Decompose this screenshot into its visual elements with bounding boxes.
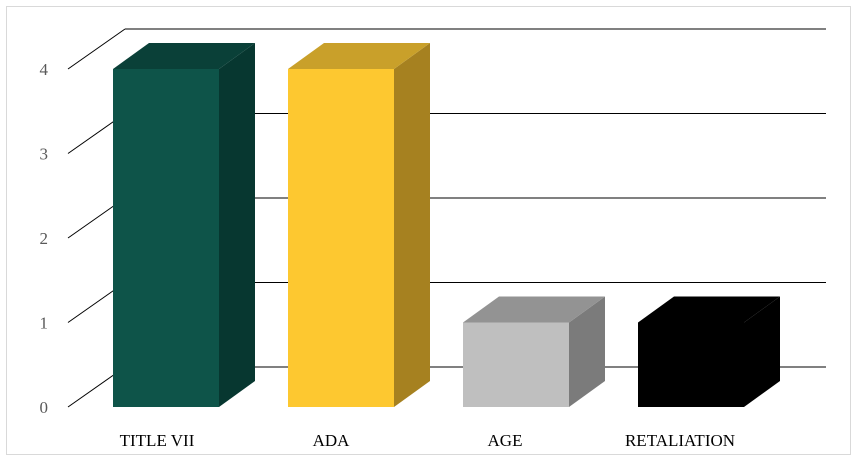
x-tick-label: AGE xyxy=(488,431,523,450)
bar-title-vii xyxy=(113,43,255,407)
bar-top xyxy=(113,43,255,69)
x-tick-label: ADA xyxy=(313,431,351,450)
y-tick-label: 3 xyxy=(40,145,49,164)
bar-age xyxy=(463,296,605,407)
bar-front xyxy=(638,322,744,407)
bar-front xyxy=(288,69,394,407)
y-tick-label: 2 xyxy=(40,229,49,248)
y-tick-label: 1 xyxy=(40,314,49,333)
bar-front xyxy=(113,69,219,407)
bars xyxy=(113,43,780,407)
bar-side xyxy=(394,43,430,407)
bar-top xyxy=(638,296,780,323)
x-tick-label: TITLE VII xyxy=(120,431,195,450)
y-tick-label: 4 xyxy=(40,60,49,79)
bar-retaliation xyxy=(638,296,780,407)
bar-side xyxy=(569,296,605,407)
bar-front xyxy=(463,322,569,407)
gridline-diagonal xyxy=(67,28,126,70)
bar-ada xyxy=(288,43,430,407)
y-axis-ticks: 0 1 2 3 4 xyxy=(40,60,49,417)
bar-top xyxy=(463,296,605,323)
x-axis-labels: TITLE VII ADA AGE RETALIATION xyxy=(120,431,735,450)
bar-top xyxy=(288,43,430,69)
bar-side xyxy=(219,43,255,407)
y-tick-label: 0 xyxy=(40,398,49,417)
x-tick-label: RETALIATION xyxy=(625,431,735,450)
bar-side xyxy=(744,296,780,407)
